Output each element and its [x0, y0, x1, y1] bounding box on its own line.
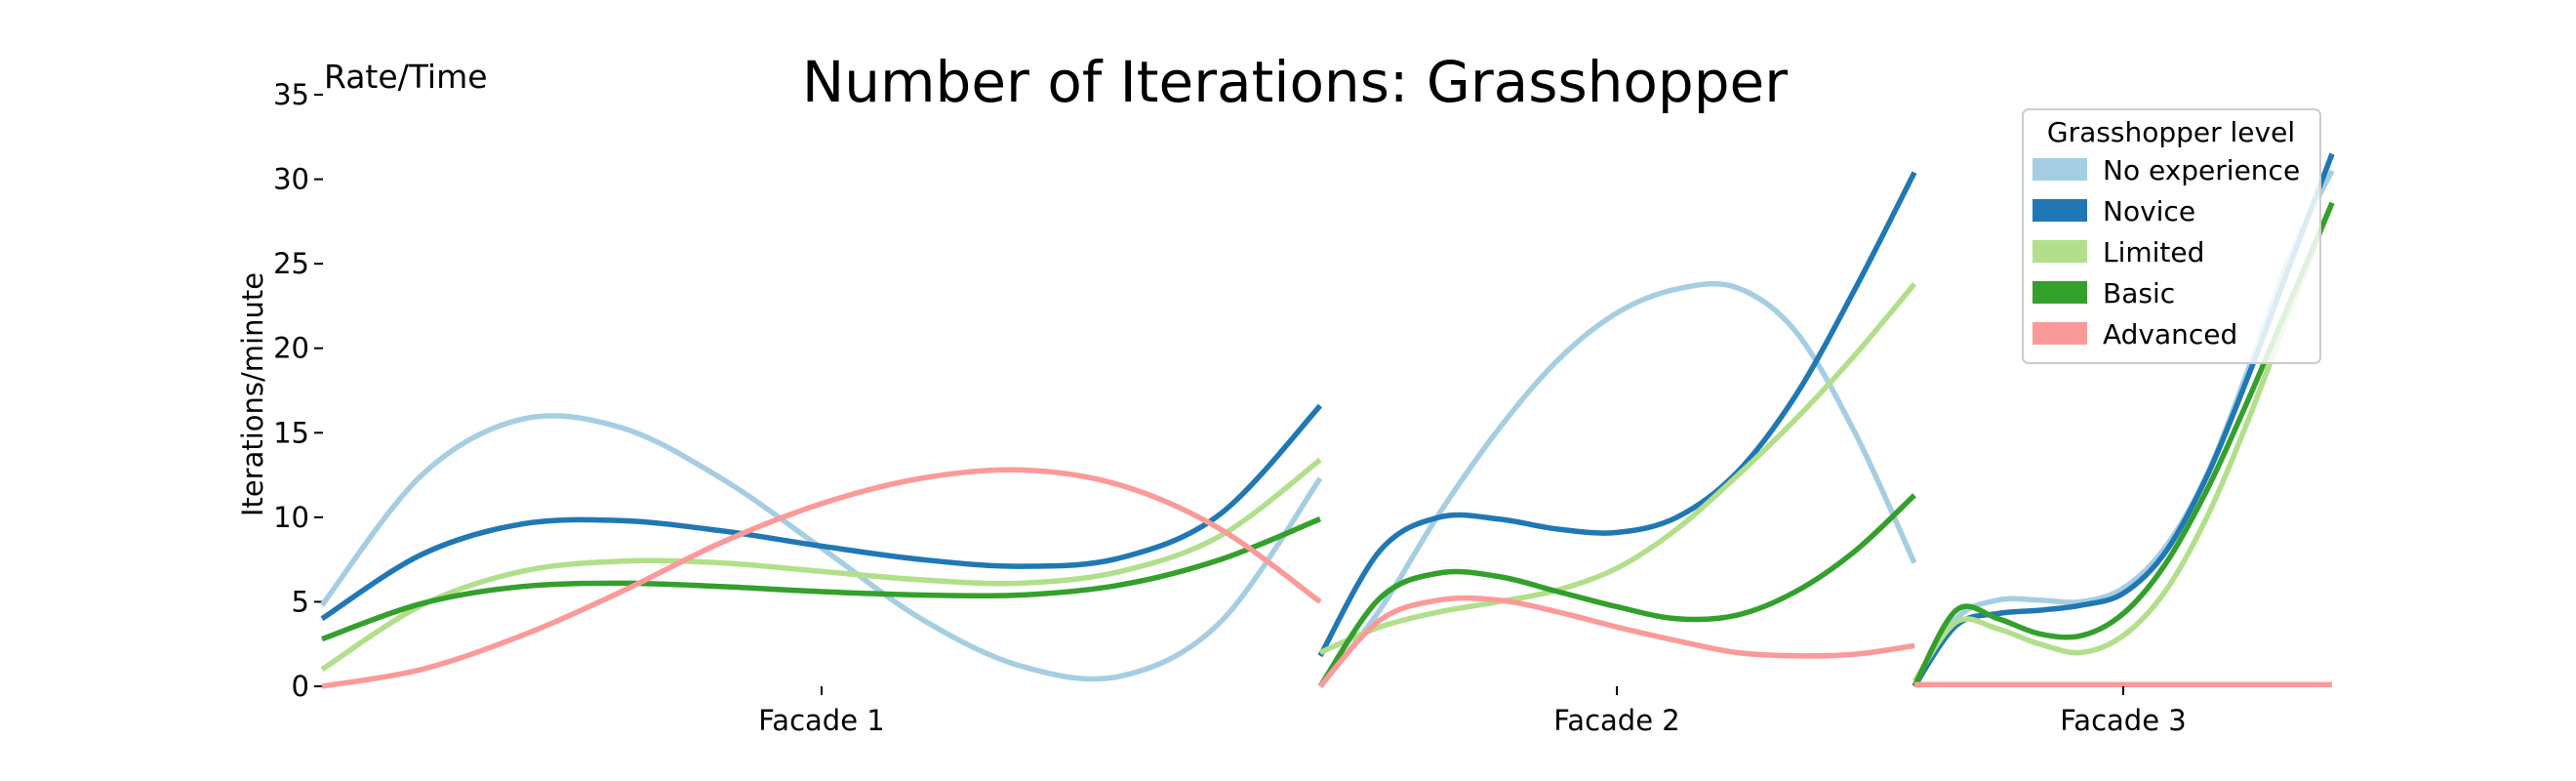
- legend: Grasshopper level No experience Novice Lim…: [2022, 108, 2321, 364]
- legend-swatch: [2033, 281, 2087, 304]
- x-tick-label: Facade 3: [2060, 704, 2186, 737]
- y-tick-label: 10: [273, 501, 309, 534]
- y-axis-label: Iterations/minute: [236, 272, 269, 516]
- legend-label: No experience: [2103, 154, 2300, 186]
- y-tick-label: 0: [292, 670, 309, 703]
- series-line-limited: [320, 457, 1322, 673]
- y-tick-label: 15: [273, 416, 309, 449]
- y-tick-label: 5: [292, 585, 309, 618]
- y-axis: 0 5 10 15 20 25 30 35: [273, 78, 323, 703]
- legend-label: Basic: [2103, 277, 2175, 309]
- series-line-basic: [1317, 493, 1916, 688]
- legend-swatch: [2033, 158, 2087, 181]
- y-tick-label: 25: [273, 247, 309, 280]
- legend-swatch: [2033, 240, 2087, 263]
- series-line-basic: [321, 516, 1322, 642]
- y-tick-label: 30: [273, 163, 309, 196]
- legend-swatch: [2033, 322, 2087, 345]
- legend-label: Advanced: [2103, 318, 2237, 350]
- corner-label: Rate/Time: [324, 58, 488, 96]
- series-line-advanced: [1317, 595, 1915, 688]
- y-tick-label: 35: [273, 78, 309, 111]
- x-tick-label: Facade 2: [1553, 704, 1679, 737]
- legend-label: Novice: [2103, 195, 2195, 227]
- series-line-advanced: [321, 467, 1322, 689]
- series-line-novice: [1317, 171, 1917, 658]
- chart-title: Number of Iterations: Grasshopper: [802, 49, 1788, 115]
- series-line-novice: [320, 403, 1323, 622]
- series-line-no-experience: [1317, 280, 1917, 688]
- y-tick-label: 20: [273, 332, 309, 365]
- legend-title: Grasshopper level: [2047, 116, 2295, 148]
- legend-label: Limited: [2103, 236, 2204, 268]
- panel-1: Facade 1: [319, 403, 1323, 737]
- panel-2: Facade 2: [1317, 171, 1917, 737]
- legend-box: [2022, 108, 2321, 364]
- legend-swatch: [2033, 199, 2087, 222]
- x-tick-label: Facade 1: [758, 704, 884, 737]
- series-line-limited: [1318, 282, 1917, 655]
